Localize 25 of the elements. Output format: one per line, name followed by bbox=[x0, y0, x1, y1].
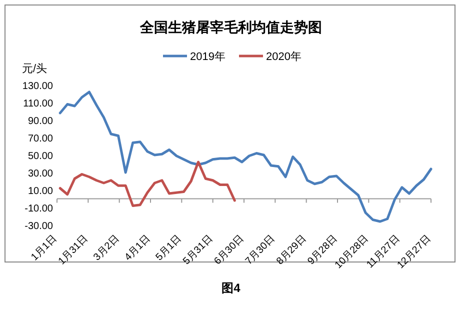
x-tick-label: 1月31日 bbox=[56, 233, 90, 268]
y-axis-title: 元/头 bbox=[22, 62, 48, 75]
x-tick-label: 8月29日 bbox=[274, 233, 308, 268]
y-tick-label: 110.00 bbox=[23, 98, 54, 110]
y-tick-label: 130.00 bbox=[22, 81, 54, 92]
y-tick-label: 90.00 bbox=[28, 116, 54, 127]
line-series bbox=[58, 160, 236, 207]
legend-label: 2019年 bbox=[190, 51, 226, 63]
x-tick-label: 1月1日 bbox=[29, 233, 60, 264]
y-tick-label: 50.00 bbox=[28, 151, 54, 162]
y-tick-label: -30.00 bbox=[24, 221, 54, 232]
caption: 图4 bbox=[222, 281, 241, 295]
legend-label: 2020年 bbox=[266, 51, 302, 63]
y-tick-label: 10.00 bbox=[28, 186, 54, 197]
y-tick-label: -10.00 bbox=[24, 204, 54, 214]
chart-title: 全国生猪屠宰毛利均值走势图 bbox=[139, 19, 322, 35]
x-tick-label: 7月30日 bbox=[244, 233, 278, 268]
y-tick-label: 70.00 bbox=[28, 134, 54, 144]
x-tick-label: 5月31日 bbox=[181, 233, 215, 268]
x-tick-label: 5月1日 bbox=[154, 233, 184, 264]
y-tick-label: 30.00 bbox=[28, 168, 54, 180]
x-tick-label: 3月2日 bbox=[92, 233, 122, 264]
x-tick-label: 6月30日 bbox=[212, 233, 246, 268]
line-series bbox=[58, 90, 432, 223]
x-tick-label: 4月1日 bbox=[122, 233, 153, 264]
